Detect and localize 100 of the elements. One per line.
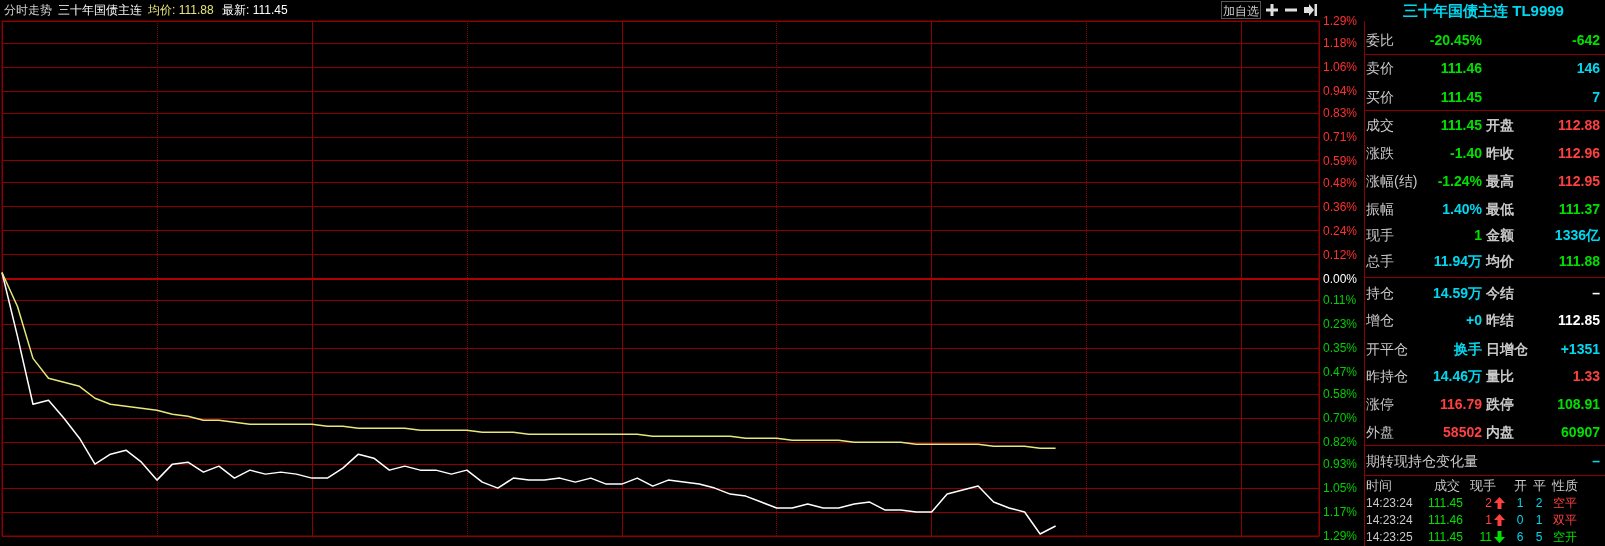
text: 均价 [1486,252,1514,269]
text: +0 [1466,311,1482,328]
y-tick-label: 0.35% [1323,341,1358,356]
text: 1 [1474,226,1482,243]
text: 内盘 [1486,423,1514,440]
text: 14.59万 [1432,284,1482,301]
text: 1336亿 [1554,226,1600,243]
text: 最低 [1486,200,1514,217]
text: +1351 [1560,340,1600,357]
text: 双平 [1553,512,1578,528]
y-tick-label: 0.23% [1323,317,1358,332]
y-tick-label: 0.00% [1323,271,1358,286]
text: 今结 [1486,284,1514,301]
text: 涨幅(结) [1366,172,1418,189]
text: 111.45 [1428,495,1463,510]
text: 111.45 [1428,529,1463,544]
text: 5 [1535,529,1543,544]
text: 期转现持仓变化量 [1366,452,1479,470]
y-tick-label: 1.17% [1323,505,1358,520]
text: 0 [1516,512,1524,527]
text: 空平 [1553,495,1578,511]
text: 60907 [1561,423,1600,440]
text: 金额 [1486,226,1514,243]
text: 最高 [1486,172,1514,189]
text: 111.88 [1558,252,1600,269]
text: 开平仓 [1366,340,1408,357]
text: 涨跌 [1366,144,1394,161]
text: 持仓 [1366,284,1394,301]
text: 111.46 [1440,59,1482,76]
text: 112.85 [1557,311,1600,328]
chart-title: 分时走势 [4,2,52,19]
text: 111.45 [1440,88,1482,105]
text: 58502 [1443,423,1482,440]
line-series [1,271,1057,535]
text: 1 [1485,512,1492,527]
y-tick-label: 0.12% [1323,247,1358,262]
text: 11.94万 [1433,252,1482,269]
y-tick-label: 1.29% [1323,14,1358,28]
text: 成交 [1434,478,1460,494]
text: 14.46万 [1432,367,1482,384]
text: 外盘 [1366,423,1394,440]
text: 开 [1513,478,1527,494]
text: 均价: 111.88 [148,2,214,19]
text: 14:23:25 [1366,529,1413,544]
y-tick-label: 0.93% [1323,457,1358,472]
text: 三十年国债主连 TL9999 [1402,2,1565,21]
text: 112.95 [1557,172,1600,189]
text: 116.79 [1439,395,1482,412]
text: 委比 [1366,31,1394,48]
text: 昨结 [1486,311,1514,328]
y-tick-label: 0.83% [1323,105,1358,120]
text: 昨收 [1486,144,1514,161]
y-tick-label: 0.94% [1323,83,1358,98]
text: 11 [1479,529,1492,544]
text: 112.88 [1557,116,1600,133]
line-series [1,271,1057,449]
text: 换手 [1454,340,1482,357]
text: 日增仓 [1486,340,1528,357]
y-tick-label: 1.18% [1323,35,1358,50]
text: 14:23:24 [1366,495,1413,510]
y-tick-label: 0.71% [1323,129,1358,144]
text: 111.46 [1428,512,1463,527]
text: 最新: 111.45 [222,2,288,19]
text: 昨持仓 [1366,367,1408,384]
text: 6 [1516,529,1524,544]
text: 1 [1535,512,1543,527]
text: 146 [1576,59,1600,76]
text: 14:23:24 [1366,512,1413,527]
text: 开盘 [1486,116,1514,133]
text: – [1592,452,1600,469]
text: 108.91 [1557,395,1600,412]
text: 三十年国债主连 [58,2,142,19]
text: 卖价 [1366,59,1394,76]
text: 时间 [1366,478,1392,494]
text: 总手 [1366,252,1394,269]
y-tick-label: 0.59% [1323,153,1358,168]
text: 振幅 [1366,200,1394,217]
text: -20.45% [1429,31,1482,48]
text: 性质 [1552,478,1579,494]
text: 跌停 [1486,395,1514,412]
y-tick-label: 0.47% [1323,365,1358,380]
y-tick-label: 0.82% [1323,435,1358,450]
text: 1 [1516,495,1524,510]
text: 7 [1592,88,1600,105]
text: 1.33 [1572,367,1600,384]
text: 现手 [1366,226,1394,243]
text: 空开 [1553,529,1578,545]
y-tick-label: 0.36% [1323,199,1358,214]
text: 买价 [1366,88,1394,105]
text: 涨停 [1366,395,1394,412]
y-tick-label: 0.48% [1323,175,1358,190]
text: 量比 [1486,367,1514,384]
y-tick-label: 0.11% [1323,293,1357,308]
text: 平 [1532,478,1546,494]
y-tick-label: 0.70% [1323,411,1358,426]
text: 现手 [1470,478,1496,494]
text: 成交 [1366,116,1394,133]
text: -1.40 [1450,144,1482,161]
text: -642 [1571,31,1600,48]
y-tick-label: 0.58% [1323,387,1358,402]
